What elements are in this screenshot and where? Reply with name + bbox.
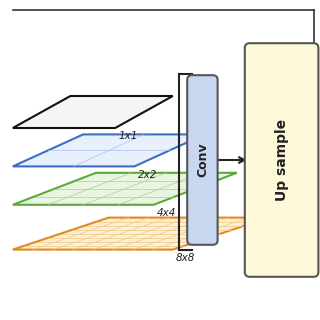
Polygon shape	[13, 96, 173, 128]
Text: Conv: Conv	[196, 143, 209, 177]
Polygon shape	[13, 173, 237, 205]
FancyBboxPatch shape	[187, 75, 218, 245]
Polygon shape	[13, 218, 269, 250]
Text: 1x1: 1x1	[118, 131, 138, 141]
FancyBboxPatch shape	[245, 43, 318, 277]
Polygon shape	[13, 134, 205, 166]
Text: 2x2: 2x2	[138, 170, 157, 180]
Text: 4x4: 4x4	[157, 208, 176, 218]
Text: Up sample: Up sample	[275, 119, 289, 201]
Text: 8x8: 8x8	[176, 253, 196, 263]
